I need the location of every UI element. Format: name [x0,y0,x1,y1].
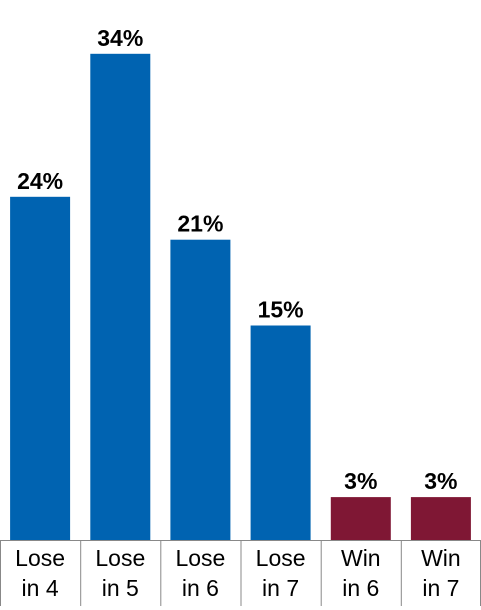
x-tick-label-line: Win [341,545,381,571]
x-tick-label-line: in 7 [262,575,299,601]
x-axis [0,540,481,606]
bar-2 [170,239,231,540]
x-tick-label-line: in 6 [182,575,219,601]
x-tick-label-line: Lose [256,545,306,571]
x-tick-label-line: in 7 [422,575,459,601]
bar-4 [330,497,391,540]
data-label-2: 21% [177,211,223,237]
bars-group [10,53,471,541]
x-tick-label-line: in 6 [342,575,379,601]
data-label-0: 24% [17,168,63,194]
bar-1 [90,53,151,541]
x-tick-label-2: Lose in 6 [175,545,225,601]
bar-0 [10,196,71,541]
x-tick-label-line: in 4 [22,575,59,601]
data-labels-group: 24% 34% 21% 15% 3% 3% [17,25,457,494]
x-tick-label-5: Win in 7 [421,545,461,601]
x-tick-label-line: Lose [95,545,145,571]
x-tick-label-line: in 5 [102,575,139,601]
x-tick-label-3: Lose in 7 [256,545,306,601]
data-label-5: 3% [424,468,457,494]
data-label-3: 15% [258,297,304,323]
x-tick-label-4: Win in 6 [341,545,381,601]
data-label-1: 34% [97,25,143,51]
x-tick-label-0: Lose in 4 [15,545,65,601]
data-label-4: 3% [344,468,377,494]
bar-3 [250,325,311,540]
x-tick-label-1: Lose in 5 [95,545,145,601]
x-tick-label-line: Lose [175,545,225,571]
bar-5 [410,497,471,540]
x-tick-label-line: Win [421,545,461,571]
x-tick-label-line: Lose [15,545,65,571]
